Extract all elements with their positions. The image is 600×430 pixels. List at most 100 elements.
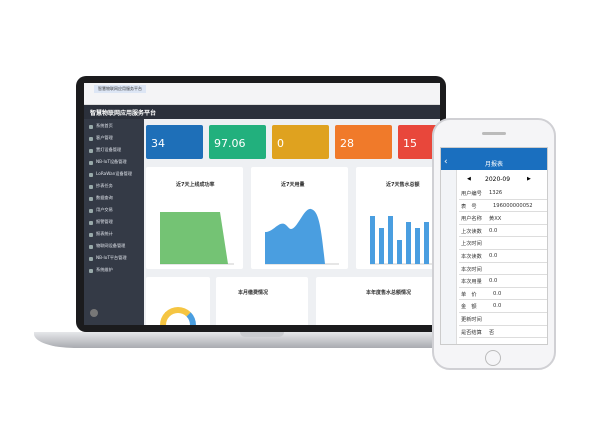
stat-value: 28: [340, 137, 354, 150]
menu-icon: [89, 185, 93, 189]
row-label: 用户编号: [461, 191, 482, 197]
menu-icon: [89, 257, 93, 261]
bottom-panel: [216, 277, 308, 325]
menu-icon: [89, 197, 93, 201]
report-row: [459, 250, 547, 263]
menu-item[interactable]: 物联网设备管理: [96, 243, 126, 248]
stat-value: 15: [403, 137, 417, 150]
menu-icon: [89, 137, 93, 141]
report-row: [459, 212, 547, 225]
report-row: [459, 225, 547, 238]
phone-speaker: [482, 132, 506, 135]
phone-title: 月报表: [485, 161, 504, 168]
report-row: [459, 187, 547, 200]
stat-card: [335, 125, 392, 159]
menu-item[interactable]: 报警管理: [96, 219, 113, 224]
browser-tab: 智慧物联网应用服务平台: [94, 85, 146, 93]
menu-icon: [89, 149, 93, 153]
row-label: 单 价: [461, 291, 477, 298]
report-row: [459, 275, 547, 288]
phone-nav: [441, 170, 457, 344]
month: 2020-09: [485, 176, 511, 183]
menu-icon: [89, 221, 93, 225]
report-row: [459, 237, 547, 250]
row-value: 1326: [489, 190, 503, 196]
row-label: 上次时间: [461, 241, 482, 248]
menu-icon: [89, 209, 93, 213]
app-header: [84, 105, 440, 119]
bottom-panel: [316, 277, 440, 325]
stat-card: [209, 125, 266, 159]
menu: 系统首页客户管理置灯设备管理 NB-IoT设备管理 LoRaWan设备管理 抄表任务数…: [84, 123, 144, 283]
row-label: 本次用量: [461, 279, 482, 286]
row-value: 黄XX: [489, 216, 502, 223]
sidebar: [84, 119, 144, 325]
menu-icon: [89, 269, 93, 273]
stat-card: [146, 125, 203, 159]
row-label: 是否结算: [461, 329, 482, 336]
app-title: 智慧物联网应用服务平台: [90, 110, 157, 117]
menu-icon: [89, 125, 93, 129]
phone-button: [485, 350, 501, 366]
chart-svg: [160, 212, 234, 265]
bottom-title: 本年度售水总额情况: [366, 290, 412, 296]
menu-item[interactable]: 客户管理: [96, 135, 113, 140]
prev-month[interactable]: ◀: [467, 176, 471, 182]
row-label: 本次读数: [461, 254, 482, 260]
chart-plot: [255, 187, 343, 267]
row-value: 否: [489, 329, 495, 336]
chart-svg: [370, 216, 440, 265]
chart-title: 近7天用量: [281, 182, 305, 188]
menu-icon: [89, 173, 93, 177]
report-rows: 用户编号 1326 表 号 196000000052 用户名称 黄XX 上次读数 0.0 上次时…: [459, 187, 547, 344]
menu-item[interactable]: 系统维护: [96, 267, 113, 272]
row-value: 0.0: [493, 290, 502, 297]
chart-title: 近7天上线成功率: [176, 182, 215, 188]
row-label: 用户名称: [461, 216, 482, 223]
back-icon[interactable]: ‹: [444, 157, 448, 167]
laptop-base: [34, 332, 490, 348]
menu-item[interactable]: 数据查询: [96, 195, 113, 200]
report-row: [459, 288, 547, 301]
browser-bar: [84, 83, 440, 105]
row-value: 0.0: [489, 253, 498, 259]
menu-item[interactable]: NB-IoT平台管理: [96, 255, 127, 260]
charts: 近7天上线成功率 近7天用量 近7天售水总额: [146, 167, 440, 271]
menu-item[interactable]: 抄表任务: [96, 183, 113, 188]
row-label: 本次时间: [461, 266, 482, 273]
gauge: [160, 307, 196, 325]
row-label: 上次读数: [461, 228, 482, 235]
cards: 34 97.06 0 28 15: [146, 125, 440, 161]
bottom-title: 本月缴费情况: [238, 290, 269, 296]
menu-item[interactable]: 报表统计: [96, 231, 113, 236]
menu-icon: [89, 233, 93, 237]
stat-value: 97.06: [214, 137, 246, 150]
avatar: [90, 309, 98, 317]
chart-title: 近7天售水总额: [386, 182, 420, 188]
menu-item[interactable]: 用户交易: [96, 207, 113, 212]
stat-value: 34: [151, 137, 165, 150]
row-value: 0.0: [489, 278, 498, 285]
report-row: [459, 300, 547, 313]
stat-card: [272, 125, 329, 159]
chart-plot: [360, 187, 440, 267]
menu-item[interactable]: 置灯设备管理: [96, 147, 122, 152]
laptop-notch: [240, 332, 284, 337]
laptop-screen: 智慧物联网应用服务平台 智慧物联网应用服务平台 系统首页客户管理置灯设备管理 NB…: [84, 83, 440, 325]
chart-plot: [150, 187, 238, 267]
phone-status: [441, 148, 547, 156]
report-row: [459, 326, 547, 339]
report-row: [459, 313, 547, 326]
row-label: 更新时间: [461, 317, 482, 323]
report-row: [459, 200, 547, 213]
row-value: 196000000052: [493, 202, 533, 209]
chart-svg: [265, 208, 339, 265]
bottom-panels: 本月缴费情况 本年度售水总额情况: [146, 277, 440, 325]
menu-item[interactable]: 系统首页: [96, 123, 113, 128]
next-month[interactable]: ▶: [527, 176, 531, 182]
phone-header: [441, 156, 547, 170]
row-value: 0.0: [493, 303, 502, 310]
menu-item[interactable]: NB-IoT设备管理: [96, 159, 127, 164]
menu-item[interactable]: LoRaWan设备管理: [96, 171, 133, 176]
